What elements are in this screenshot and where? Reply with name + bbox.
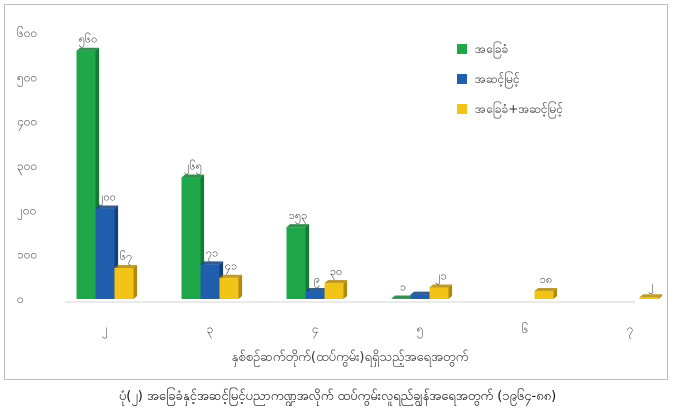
bar-top xyxy=(76,47,100,51)
data-label: ၂၀၀ xyxy=(98,191,116,206)
bar-top xyxy=(95,205,119,209)
data-label: ၆၇ xyxy=(120,250,132,265)
bar-top xyxy=(219,274,243,278)
x-tick-label: ၅ xyxy=(417,322,424,339)
data-label: ၉ xyxy=(314,273,320,288)
y-tick-label: ၃၀၀ xyxy=(17,159,37,176)
y-tick-label: ၆၀၀ xyxy=(17,25,37,40)
bar-face xyxy=(76,50,96,299)
legend-label: အဆင့်မြင့် xyxy=(475,70,520,89)
bar-face xyxy=(639,297,659,299)
bar-face xyxy=(534,291,554,299)
bar-top xyxy=(391,295,415,299)
data-label: ၁၅၃ xyxy=(289,209,308,224)
bar-face xyxy=(305,291,325,299)
bar-face xyxy=(95,208,115,299)
bar-side xyxy=(448,284,453,299)
legend-swatch xyxy=(457,44,467,54)
bar-face xyxy=(181,177,201,299)
x-tick-label: ၃ xyxy=(207,322,214,339)
x-axis-title: နှစ်စဉ်ဆက်တိုက်(ထပ်ကွမ်း)ရရှိသည့်အရေအတွက… xyxy=(232,349,469,367)
data-label: ၂၁ xyxy=(435,269,447,284)
bar-chart: ၀၁၀၀၂၀၀၃၀၀၄၀၀၅၀၀၆၀၀၂၃၄၅၆၇၅၆၀၂၆၅၁၅၃၁၂၀၀၇၁… xyxy=(17,25,663,367)
bar-face xyxy=(200,264,220,299)
y-tick-label: ၄၀၀ xyxy=(17,115,37,132)
data-label: ၂ xyxy=(648,279,653,294)
bar xyxy=(219,274,243,299)
x-tick-label: ၄ xyxy=(312,322,319,339)
bar-face xyxy=(429,287,449,299)
bar-side xyxy=(305,224,310,299)
bar-side xyxy=(553,288,558,299)
x-tick-label: ၆ xyxy=(522,321,529,336)
bar xyxy=(114,264,138,299)
bar-top xyxy=(181,174,205,178)
bar-side xyxy=(658,294,663,299)
bar xyxy=(324,280,348,299)
bar-face xyxy=(286,227,306,299)
data-label: ၁ xyxy=(400,281,406,294)
data-label: ၁၈ xyxy=(540,273,552,286)
y-tick-label: ၀ xyxy=(17,292,24,306)
bar xyxy=(639,294,663,299)
data-label: ၃၀ xyxy=(330,265,342,280)
bar-side xyxy=(238,274,243,299)
legend-swatch xyxy=(457,74,467,84)
bar-face xyxy=(324,283,344,299)
bar-face xyxy=(410,294,430,299)
y-tick-label: ၂၀၀ xyxy=(17,203,36,220)
bar-top xyxy=(114,264,138,268)
bar-top xyxy=(639,294,663,298)
x-tick-label: ၇ xyxy=(627,322,634,339)
bar-face xyxy=(219,277,239,299)
y-tick-label: ၁၀၀ xyxy=(17,248,37,262)
data-label: ၇၁ xyxy=(206,246,218,261)
bar xyxy=(286,224,310,299)
bar-side xyxy=(343,280,348,299)
data-label: ၄၁ xyxy=(225,260,237,275)
data-label: ၂၆၅ xyxy=(184,160,202,175)
legend-label: အခြေခံ+အဆင့်မြင့် xyxy=(475,100,563,119)
x-tick-label: ၂ xyxy=(102,322,108,339)
bar-top xyxy=(324,280,348,284)
bar-top xyxy=(534,288,558,292)
bar-top xyxy=(429,284,453,288)
bar-top xyxy=(305,288,329,292)
figure-caption: ပုံ(၂) အခြေခံနှင့်အဆင့်မြင့်ပညာကဏ္ဍအလိုက… xyxy=(118,389,557,404)
bar xyxy=(95,205,119,299)
bar xyxy=(429,284,453,299)
legend-label: အခြေခံ xyxy=(475,40,508,59)
chart-figure: ၀၁၀၀ ၂၀၀ ၃၀၀ ၄၀၀ ၅၀၀ ၆၀၀၂၃၄၅၆၇၅၆၀ ၂၆၅ ၁၅၃၁၂၀၀ ၇၁… xyxy=(4,4,668,380)
legend-swatch xyxy=(457,104,467,114)
bar-side xyxy=(133,264,138,299)
bar-top xyxy=(410,291,434,295)
bar-top xyxy=(286,224,310,228)
bar-face xyxy=(114,267,134,299)
data-label: ၅၆၀ xyxy=(79,33,98,48)
bar xyxy=(534,288,558,299)
y-tick-label: ၅၀၀ xyxy=(17,70,37,87)
bar-top xyxy=(200,261,224,265)
